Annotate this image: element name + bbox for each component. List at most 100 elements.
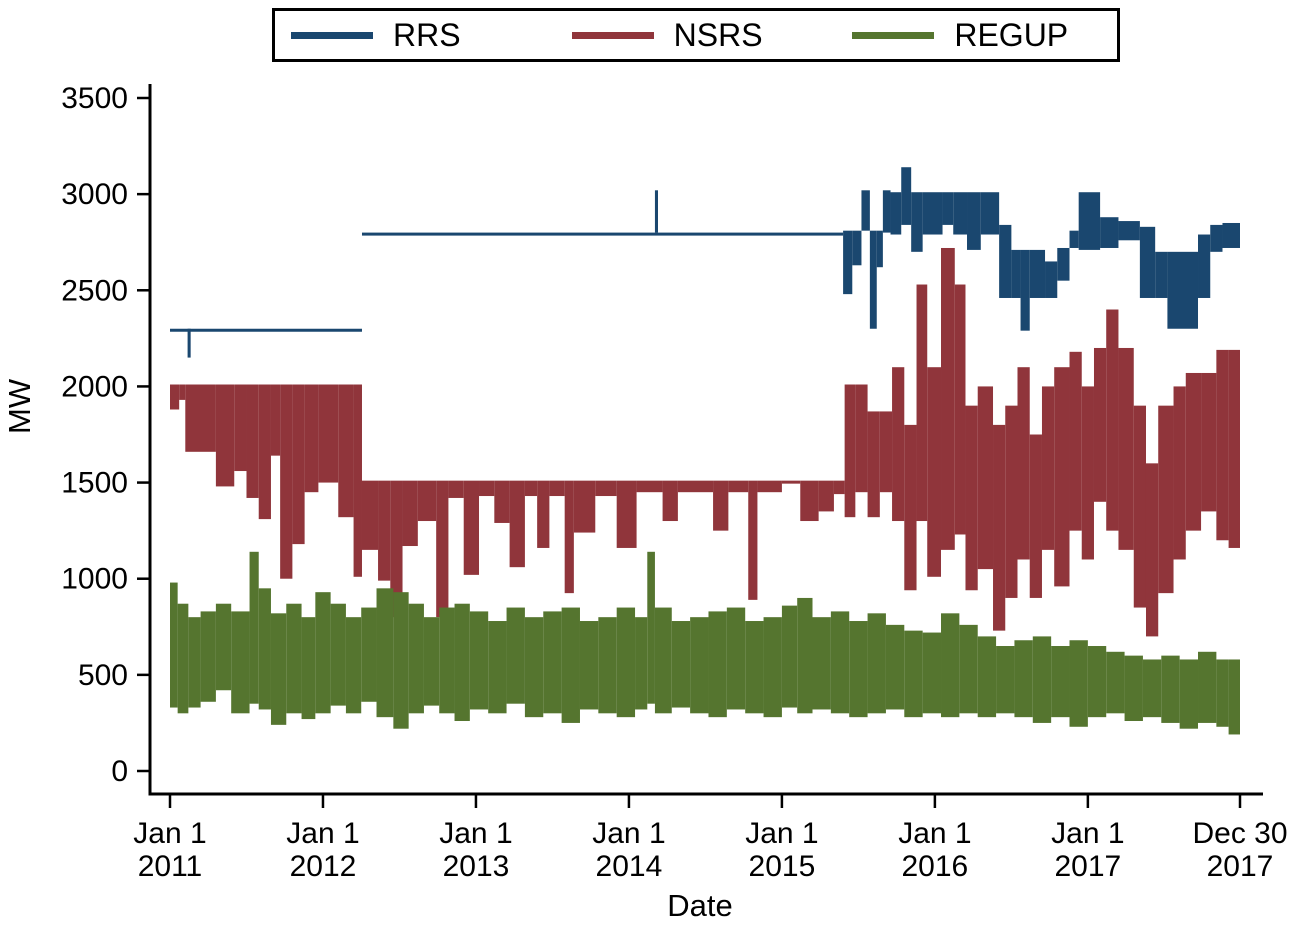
series-regup-band	[708, 611, 727, 718]
legend: RRS NSRS REGUP	[272, 8, 1120, 62]
series-rrs-band	[1057, 247, 1070, 281]
series-regup-band	[1014, 640, 1033, 718]
series-nsrs-band	[280, 384, 293, 579]
x-tick-label-year: 2015	[749, 850, 816, 883]
series-nsrs-band	[855, 384, 868, 493]
x-axis-title: Date	[667, 888, 733, 923]
series-regup-band	[616, 607, 636, 718]
series-nsrs-band	[185, 384, 216, 452]
series-regup-band	[524, 617, 544, 718]
series-rrs-band	[1118, 221, 1140, 241]
series-rrs-band	[922, 192, 943, 235]
series-regup-band	[1124, 655, 1143, 722]
series-regup-band	[200, 611, 216, 702]
x-tick-label-year: 2017	[1207, 850, 1274, 883]
series-nsrs-band	[916, 284, 928, 522]
series-regup-band	[469, 611, 489, 710]
series-nsrs-band	[965, 405, 978, 591]
legend-item-rrs: RRS	[275, 19, 556, 51]
series-nsrs-band	[234, 384, 247, 472]
series-regup-band	[231, 611, 250, 714]
series-regup-band	[830, 611, 850, 714]
series-nsrs-band	[524, 480, 538, 497]
series-rrs-band	[1100, 217, 1119, 248]
x-tick-label: Jan 1	[439, 817, 512, 850]
series-nsrs-band	[258, 384, 271, 520]
x-tick-label-year: 2017	[1054, 850, 1121, 883]
x-tick-label: Jan 1	[592, 817, 665, 850]
series-nsrs-band	[1201, 372, 1217, 512]
series-nsrs-band	[1054, 367, 1070, 587]
series-nsrs-band	[781, 480, 801, 484]
regup-line-swatch-icon	[852, 31, 935, 39]
series-nsrs-band	[448, 480, 464, 498]
x-tick-label-year: 2014	[596, 850, 663, 883]
series-nsrs-band	[361, 480, 379, 550]
series-nsrs-band	[1041, 386, 1055, 550]
legend-item-nsrs: NSRS	[556, 19, 837, 51]
y-tick-label: 2500	[61, 274, 128, 307]
series-regup-band	[393, 592, 409, 729]
series-regup-band	[726, 607, 746, 710]
series-regup-band	[301, 617, 316, 720]
series-regup-band	[408, 603, 424, 714]
series-regup-band	[690, 617, 709, 714]
series-nsrs-band	[833, 480, 845, 495]
series-nsrs-band	[1093, 347, 1107, 502]
series-nsrs-band	[246, 384, 259, 498]
series-nsrs-band	[904, 424, 917, 591]
series-nsrs-band	[757, 480, 782, 493]
series-regup-band	[543, 611, 562, 714]
series-regup-band	[1087, 646, 1107, 718]
series-regup-band	[1051, 646, 1070, 718]
series-nsrs-band	[270, 384, 281, 456]
series-regup-band	[286, 603, 302, 714]
series-rrs-band	[980, 192, 1000, 235]
series-nsrs-band	[677, 480, 714, 493]
series-regup-band	[376, 588, 394, 718]
series-nsrs-band	[844, 384, 856, 518]
series-rrs-band	[1155, 251, 1168, 298]
series-nsrs-band	[818, 480, 834, 512]
series-regup-band	[904, 630, 923, 718]
y-axis-title: MW	[2, 378, 37, 434]
series-regup-band	[1069, 640, 1088, 727]
series-rrs-band	[967, 192, 981, 250]
series-regup-band	[781, 605, 798, 708]
series-nsrs-band	[1017, 367, 1030, 560]
y-tick-label: 500	[78, 659, 128, 692]
series-nsrs-band	[215, 384, 235, 487]
series-rrs-band	[1210, 224, 1223, 252]
y-tick-label: 0	[111, 755, 128, 788]
x-tick-label-year: 2012	[290, 850, 357, 883]
series-regup-band	[579, 621, 599, 710]
series-nsrs-band	[1145, 463, 1159, 637]
series-regup-band	[454, 603, 470, 722]
series-nsrs-band	[927, 367, 942, 577]
series-nsrs-band	[662, 480, 678, 522]
series-regup-band	[177, 603, 189, 714]
x-tick-label: Jan 1	[898, 817, 971, 850]
series-rrs-band	[1011, 249, 1021, 298]
series-nsrs-band	[1069, 351, 1082, 531]
series-nsrs-band	[479, 480, 495, 497]
series-regup-band	[488, 621, 507, 714]
legend-label-rrs: RRS	[393, 17, 461, 53]
x-tick-label-year: 2016	[902, 850, 969, 883]
series-nsrs-band	[1081, 386, 1094, 560]
series-regup-band	[959, 624, 978, 714]
series-nsrs-band	[494, 480, 510, 523]
series-regup-band	[188, 617, 201, 708]
series-regup-band	[977, 636, 997, 718]
series-nsrs-band	[292, 384, 305, 545]
series-regup-band	[1142, 659, 1162, 718]
series-nsrs-band	[1228, 349, 1240, 548]
series-regup-band	[849, 621, 868, 718]
y-tick-label: 3000	[61, 178, 128, 211]
series-nsrs-band	[800, 480, 819, 522]
series-nsrs-band	[892, 367, 905, 522]
legend-item-regup: REGUP	[836, 19, 1117, 51]
series-rrs-band	[890, 192, 902, 235]
